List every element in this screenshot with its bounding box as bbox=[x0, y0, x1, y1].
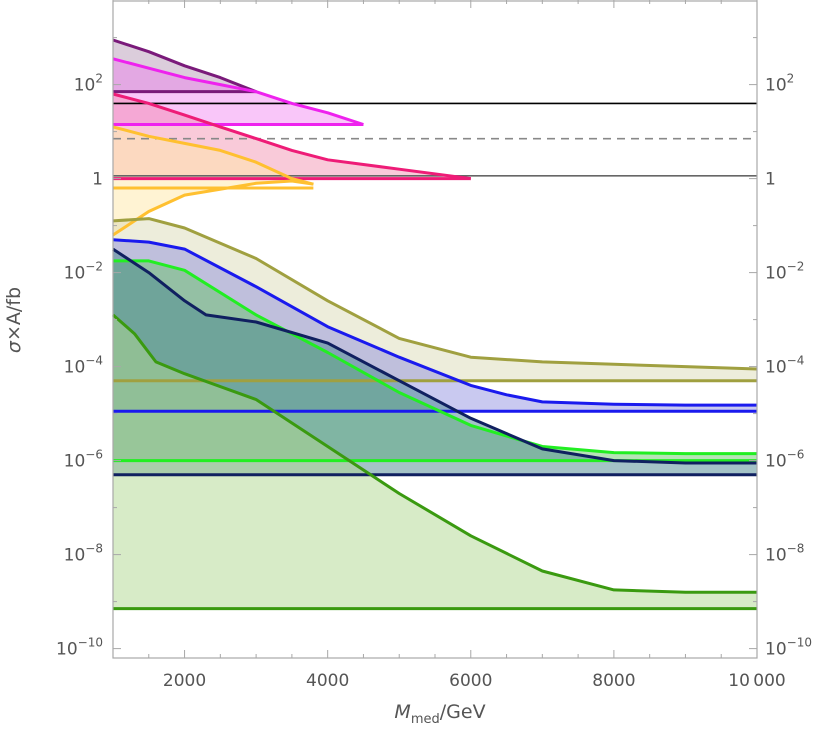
x-tick-label: 10 000 bbox=[728, 671, 785, 691]
area-orange bbox=[113, 126, 314, 235]
x-tick-label: 8000 bbox=[592, 671, 635, 691]
y-tick-label-left: 10−4 bbox=[64, 354, 103, 378]
series-lines bbox=[112, 38, 758, 611]
y-tick-label-right: 10−6 bbox=[765, 448, 804, 472]
y-tick-label-left: 10−2 bbox=[64, 260, 103, 284]
x-tick-label: 2000 bbox=[163, 671, 206, 691]
y-tick-labels-left: 102 1 10−2 10−4 10−6 10−8 10−10 bbox=[56, 72, 103, 660]
curve-purple bbox=[112, 38, 257, 94]
y-tick-label-left: 102 bbox=[74, 72, 103, 96]
curve-green bbox=[113, 259, 757, 456]
reference-lines bbox=[113, 102, 757, 177]
x-axis-title-unit: /GeV bbox=[440, 701, 486, 723]
y-tick-label-left: 10−8 bbox=[64, 542, 103, 566]
curve-blue bbox=[112, 238, 757, 407]
y-tick-label-right: 1 bbox=[765, 170, 776, 190]
curve-orange bbox=[112, 125, 314, 186]
axis-ticks bbox=[112, 0, 758, 658]
x-axis-title-main: M bbox=[394, 701, 410, 723]
x-tick-label: 4000 bbox=[306, 671, 349, 691]
curve-navy bbox=[112, 247, 757, 465]
curve-magenta bbox=[112, 57, 364, 126]
x-tick-labels: 2000 4000 6000 8000 10 000 bbox=[163, 671, 786, 691]
curve-olive bbox=[112, 217, 758, 371]
y-tick-label-right: 10−4 bbox=[765, 354, 804, 378]
y-tick-label-right: 10−8 bbox=[765, 542, 804, 566]
y-tick-label-right: 10−2 bbox=[765, 260, 804, 284]
y-tick-label-right: 10−10 bbox=[765, 636, 812, 660]
x-tick-label: 6000 bbox=[449, 671, 492, 691]
y-axis-title-rest: ×A/fb bbox=[3, 287, 25, 341]
y-tick-label-left: 1 bbox=[92, 170, 103, 190]
curve-pink-red bbox=[112, 92, 471, 181]
y-tick-label-left: 10−10 bbox=[56, 636, 103, 660]
x-axis-title-sub: med bbox=[411, 712, 440, 727]
y-axis-title-sigma: σ bbox=[3, 340, 25, 353]
y-tick-labels-right: 102 1 10−2 10−4 10−6 10−8 10−10 bbox=[765, 72, 812, 660]
curve-dark-green bbox=[112, 313, 757, 594]
area-dark-green bbox=[113, 314, 757, 609]
y-tick-label-left: 10−6 bbox=[64, 448, 103, 472]
y-axis-title: σ×A/fb bbox=[3, 287, 25, 353]
y-tick-label-right: 102 bbox=[765, 72, 794, 96]
x-axis-title: Mmed/GeV bbox=[394, 701, 485, 727]
